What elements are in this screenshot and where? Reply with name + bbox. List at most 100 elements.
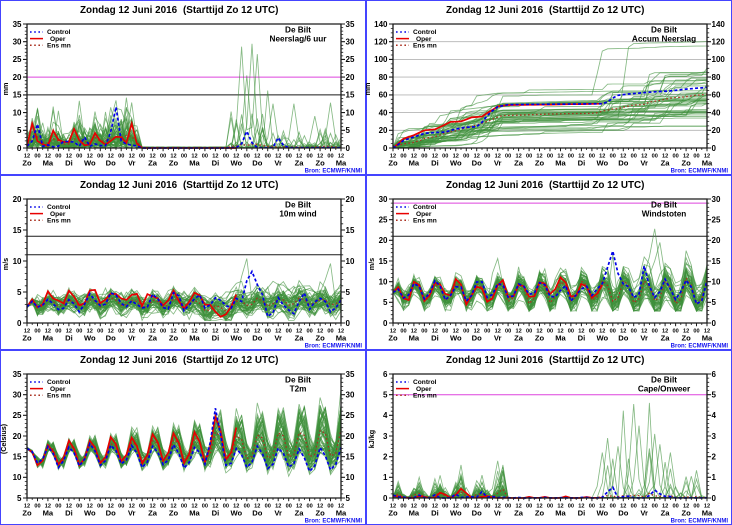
- svg-text:12: 12: [149, 503, 155, 509]
- svg-text:00: 00: [421, 153, 427, 159]
- svg-text:00: 00: [160, 153, 166, 159]
- svg-text:5: 5: [712, 298, 717, 307]
- svg-text:12: 12: [275, 503, 281, 509]
- svg-text:Za: Za: [661, 334, 671, 343]
- svg-text:Bron: ECMWF/KNMI: Bron: ECMWF/KNMI: [305, 169, 363, 175]
- svg-text:12: 12: [495, 153, 501, 159]
- svg-text:Ma: Ma: [189, 334, 200, 343]
- svg-text:Wo: Wo: [450, 509, 462, 518]
- svg-text:Control: Control: [47, 204, 71, 211]
- svg-text:Zo: Zo: [535, 159, 545, 168]
- svg-text:12: 12: [453, 153, 459, 159]
- svg-text:Zo: Zo: [315, 159, 325, 168]
- svg-text:Control: Control: [413, 379, 437, 386]
- svg-text:00: 00: [55, 328, 61, 334]
- svg-text:00: 00: [484, 328, 490, 334]
- svg-text:Vr: Vr: [494, 334, 502, 343]
- svg-text:Zo: Zo: [681, 159, 691, 168]
- svg-text:12: 12: [275, 328, 281, 334]
- svg-text:15: 15: [346, 91, 355, 100]
- svg-text:Ma: Ma: [189, 159, 200, 168]
- svg-text:0: 0: [17, 319, 22, 328]
- svg-text:25: 25: [379, 216, 388, 225]
- svg-text:12: 12: [129, 503, 135, 509]
- svg-text:00: 00: [693, 503, 699, 509]
- svg-text:12: 12: [515, 503, 521, 509]
- svg-text:Ma: Ma: [336, 334, 347, 343]
- svg-text:Zo: Zo: [22, 159, 32, 168]
- svg-text:12: 12: [233, 328, 239, 334]
- svg-text:35: 35: [13, 370, 22, 379]
- svg-text:00: 00: [202, 503, 208, 509]
- svg-text:20: 20: [346, 73, 355, 82]
- svg-text:00: 00: [265, 153, 271, 159]
- svg-text:Do: Do: [472, 334, 482, 343]
- svg-text:Ma: Ma: [409, 509, 420, 518]
- svg-text:00: 00: [505, 328, 511, 334]
- svg-text:00: 00: [265, 503, 271, 509]
- svg-text:60: 60: [712, 91, 721, 100]
- svg-text:00: 00: [484, 503, 490, 509]
- svg-text:1: 1: [712, 473, 717, 482]
- svg-text:12: 12: [149, 328, 155, 334]
- svg-text:00: 00: [631, 503, 637, 509]
- svg-text:25: 25: [346, 411, 355, 420]
- svg-text:12: 12: [24, 503, 30, 509]
- svg-text:12: 12: [411, 503, 417, 509]
- svg-text:60: 60: [379, 91, 388, 100]
- svg-text:00: 00: [160, 328, 166, 334]
- svg-text:4: 4: [383, 411, 388, 420]
- svg-text:12: 12: [191, 153, 197, 159]
- svg-text:30: 30: [13, 38, 22, 47]
- svg-text:00: 00: [652, 328, 658, 334]
- svg-text:12: 12: [317, 503, 323, 509]
- svg-text:Wo: Wo: [230, 509, 242, 518]
- svg-text:00: 00: [327, 328, 333, 334]
- svg-text:Do: Do: [618, 334, 628, 343]
- svg-text:(Starttijd Zo 12 UTC): (Starttijd Zo 12 UTC): [183, 5, 278, 16]
- svg-text:12: 12: [599, 328, 605, 334]
- svg-text:00: 00: [484, 153, 490, 159]
- svg-text:Oper: Oper: [416, 36, 432, 43]
- svg-text:Bron: ECMWF/KNMI: Bron: ECMWF/KNMI: [305, 344, 363, 350]
- svg-text:Zo: Zo: [169, 159, 179, 168]
- svg-text:00: 00: [463, 153, 469, 159]
- svg-text:Ens mn: Ens mn: [413, 42, 437, 49]
- svg-text:Zo: Zo: [22, 509, 32, 518]
- svg-text:Bron: ECMWF/KNMI: Bron: ECMWF/KNMI: [671, 169, 729, 175]
- svg-text:Za: Za: [295, 334, 305, 343]
- svg-text:35: 35: [13, 20, 22, 29]
- svg-text:Control: Control: [413, 204, 437, 211]
- svg-text:0: 0: [346, 144, 351, 153]
- svg-text:25: 25: [13, 411, 22, 420]
- svg-text:Za: Za: [661, 509, 671, 518]
- svg-text:00: 00: [223, 503, 229, 509]
- svg-text:Ma: Ma: [189, 509, 200, 518]
- svg-text:kJ/kg: kJ/kg: [367, 430, 376, 448]
- svg-text:12: 12: [170, 328, 176, 334]
- svg-text:Di: Di: [578, 509, 586, 518]
- svg-text:12: 12: [641, 153, 647, 159]
- svg-text:12: 12: [191, 503, 197, 509]
- svg-text:00: 00: [547, 503, 553, 509]
- svg-text:40: 40: [379, 108, 388, 117]
- svg-text:Bron: ECMWF/KNMI: Bron: ECMWF/KNMI: [305, 519, 363, 525]
- svg-text:12: 12: [254, 503, 260, 509]
- svg-text:Do: Do: [106, 334, 116, 343]
- svg-text:(Celsius): (Celsius): [0, 423, 8, 454]
- svg-text:Di: Di: [212, 509, 220, 518]
- svg-text:10: 10: [346, 473, 355, 482]
- svg-text:12: 12: [233, 503, 239, 509]
- svg-text:12: 12: [338, 328, 344, 334]
- svg-text:120: 120: [712, 38, 726, 47]
- svg-text:Ma: Ma: [336, 509, 347, 518]
- svg-text:Vr: Vr: [640, 509, 648, 518]
- svg-text:5: 5: [17, 494, 22, 503]
- svg-text:mm: mm: [366, 83, 372, 96]
- svg-text:20: 20: [13, 195, 22, 204]
- svg-text:00: 00: [34, 503, 40, 509]
- svg-text:12: 12: [599, 503, 605, 509]
- svg-text:Zo: Zo: [681, 334, 691, 343]
- svg-text:Wo: Wo: [84, 509, 96, 518]
- svg-text:Wo: Wo: [84, 159, 96, 168]
